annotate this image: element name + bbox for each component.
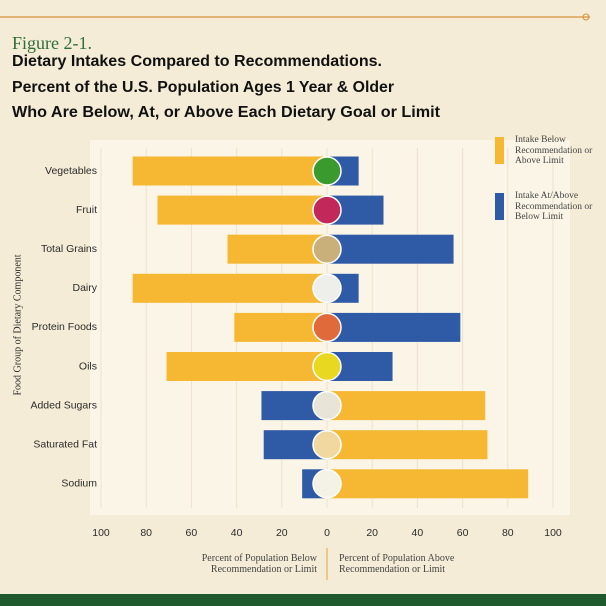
x-tick-label: 40 bbox=[231, 527, 243, 539]
legend-swatch bbox=[495, 137, 504, 164]
food-icon bbox=[312, 234, 342, 264]
bar bbox=[327, 234, 454, 264]
food-icon bbox=[312, 273, 342, 304]
food-icon bbox=[312, 195, 342, 225]
bar bbox=[157, 195, 327, 225]
bar bbox=[234, 312, 327, 342]
title-line: Dietary Intakes Compared to Recommendati… bbox=[12, 53, 382, 70]
legend-label: Intake At/Above Recommendation or Below … bbox=[515, 191, 593, 222]
food-icon bbox=[312, 351, 342, 382]
bar bbox=[166, 352, 327, 381]
legend-swatch bbox=[495, 193, 504, 220]
x-tick-label: 20 bbox=[366, 527, 378, 539]
y-tick-label: Fruit bbox=[76, 204, 97, 216]
y-axis-label: Food Group of Dietary Component bbox=[12, 254, 23, 395]
title-line: Who Are Below, At, or Above Each Dietary… bbox=[12, 104, 441, 121]
x-tick-label: 60 bbox=[457, 527, 469, 539]
y-tick-label: Protein Foods bbox=[32, 321, 97, 333]
y-tick-label: Sodium bbox=[61, 478, 97, 490]
y-tick-label: Dairy bbox=[72, 282, 97, 294]
y-tick-label: Oils bbox=[79, 360, 97, 372]
x-tick-label: 40 bbox=[412, 527, 424, 539]
y-tick-label: Added Sugars bbox=[30, 399, 97, 411]
bottom-band bbox=[0, 594, 606, 606]
legend-label: Intake Below Recommendation or Above Lim… bbox=[515, 135, 593, 166]
x-tick-label: 80 bbox=[140, 527, 152, 539]
bar bbox=[132, 156, 327, 186]
bar bbox=[327, 391, 486, 421]
y-tick-label: Total Grains bbox=[41, 243, 97, 255]
x-tick-label: 100 bbox=[92, 527, 110, 539]
y-tick-label: Vegetables bbox=[45, 165, 97, 177]
food-icon bbox=[312, 390, 342, 421]
bar bbox=[227, 234, 327, 264]
food-icon bbox=[312, 429, 342, 460]
x-tick-label: 20 bbox=[276, 527, 288, 539]
x-tick-label: 60 bbox=[186, 527, 198, 539]
title-line: Percent of the U.S. Population Ages 1 Ye… bbox=[12, 79, 394, 96]
food-icon bbox=[312, 156, 342, 186]
bar bbox=[327, 469, 529, 499]
food-icon bbox=[312, 469, 342, 499]
x-tick-label: 80 bbox=[502, 527, 514, 539]
bar bbox=[327, 312, 461, 342]
x-tick-label: 100 bbox=[544, 527, 562, 539]
x-axis-label-right: Percent of Population Above Recommendati… bbox=[339, 553, 455, 575]
rule-ornament bbox=[582, 13, 590, 21]
bar bbox=[132, 273, 327, 303]
food-icon bbox=[312, 312, 342, 343]
figure-label: Figure 2-1. bbox=[12, 33, 92, 53]
x-tick-label: 0 bbox=[324, 527, 330, 539]
y-tick-label: Saturated Fat bbox=[33, 438, 97, 450]
x-axis-label-left: Percent of Population Below Recommendati… bbox=[201, 553, 317, 575]
bar bbox=[327, 430, 488, 460]
